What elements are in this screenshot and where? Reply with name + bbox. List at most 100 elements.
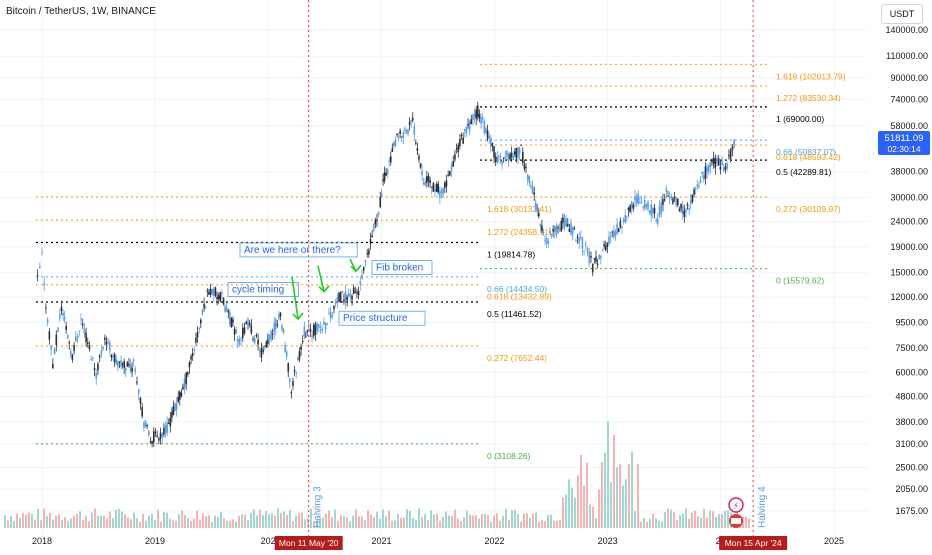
volume-bar <box>727 510 729 528</box>
volume-bar <box>499 520 501 528</box>
volume-bar <box>268 514 270 528</box>
candle-body <box>521 151 524 164</box>
candle-body <box>386 169 389 174</box>
candle-body <box>467 123 469 126</box>
volume-bar <box>382 509 384 528</box>
candle-body <box>343 299 345 302</box>
candle-body <box>611 231 614 233</box>
volume-bar <box>628 463 630 528</box>
price-tick-label: 19000.00 <box>890 242 928 252</box>
candle-body <box>399 130 401 135</box>
candle-body <box>632 204 635 209</box>
volume-bar <box>178 514 180 528</box>
volume-bar <box>106 518 108 528</box>
candle-body <box>123 361 125 368</box>
volume-bar <box>262 515 264 528</box>
volume-bar <box>340 515 342 528</box>
candle-body <box>586 248 589 253</box>
volume-bar <box>607 421 609 528</box>
volume-bar <box>505 508 507 528</box>
price-tick-label: 30000.00 <box>890 192 928 202</box>
candle-body <box>382 179 384 182</box>
fib-level-label: 0.5 (42289.81) <box>776 167 831 177</box>
volume-bar <box>115 509 117 528</box>
candle-body <box>80 318 82 320</box>
volume-bar <box>223 518 225 528</box>
volume-bar <box>622 485 624 528</box>
volume-bar <box>43 508 45 528</box>
candle-body <box>58 314 61 319</box>
candle-body <box>422 182 425 184</box>
candle-body <box>331 315 334 317</box>
candle-body <box>298 351 301 360</box>
candle-body <box>570 223 572 235</box>
flag-icon-stripe <box>731 518 741 524</box>
candle-body <box>533 192 535 195</box>
candle-body <box>152 431 155 443</box>
volume-bar <box>49 512 51 528</box>
candle-body <box>50 345 52 350</box>
price-axis-bg <box>868 0 932 550</box>
volume-bar <box>7 520 9 528</box>
volume-bar <box>577 475 579 528</box>
candle-body <box>665 188 668 192</box>
candle-body <box>621 226 623 228</box>
candle-body <box>595 256 597 262</box>
candle-body <box>583 250 585 252</box>
candle-body <box>581 237 584 249</box>
candle-body <box>600 255 602 259</box>
candle-body <box>660 202 663 214</box>
candle-body <box>510 152 513 158</box>
candle-body <box>347 293 350 297</box>
candle-body <box>225 307 228 311</box>
candle-body <box>182 386 184 390</box>
candle-body <box>639 202 641 204</box>
candle-body <box>494 156 497 162</box>
volume-bar <box>19 518 21 528</box>
volume-bar <box>550 514 552 528</box>
price-tick-label: 6000.00 <box>895 367 928 377</box>
candle-body <box>385 172 387 176</box>
candle-body <box>439 191 441 198</box>
time-tick-label: 2025 <box>824 536 844 546</box>
candle-body <box>553 225 556 232</box>
candle-body <box>590 255 592 258</box>
currency-button[interactable]: USDT <box>881 4 923 24</box>
candle-body <box>169 417 172 427</box>
candle-body <box>233 329 236 335</box>
candle-body <box>506 150 508 156</box>
volume-bar <box>313 521 315 528</box>
candle-body <box>530 185 532 188</box>
volume-bar <box>514 510 516 528</box>
volume-bar <box>184 515 186 528</box>
volume-bar <box>16 513 18 528</box>
candle-body <box>463 129 466 132</box>
candle-body <box>454 154 456 160</box>
candle-body <box>258 350 261 353</box>
volume-bar <box>346 517 348 528</box>
fib-level-label: 0.618 (48593.42) <box>776 152 841 162</box>
candle-body <box>262 349 264 352</box>
candle-body <box>53 348 56 355</box>
lightning-icon-glyph: ⚡ <box>733 501 739 511</box>
date-marker-tag <box>719 536 788 550</box>
candle-body <box>630 201 633 208</box>
candle-body <box>248 322 251 326</box>
volume-bar <box>391 520 393 528</box>
candle-body <box>361 274 363 280</box>
candle-body <box>565 218 567 227</box>
volume-bar <box>697 516 699 528</box>
volume-bar <box>670 509 672 528</box>
candle-body <box>391 148 394 152</box>
volume-bar <box>148 515 150 528</box>
candle-body <box>426 176 428 183</box>
annotation-text: cycle timing <box>232 285 284 296</box>
candle-body <box>213 289 215 296</box>
candle-body <box>696 184 699 187</box>
candle-body <box>555 225 558 236</box>
candle-body <box>686 204 689 206</box>
volume-bar <box>13 520 15 528</box>
candle-body <box>191 353 194 357</box>
candle-body <box>314 323 317 335</box>
